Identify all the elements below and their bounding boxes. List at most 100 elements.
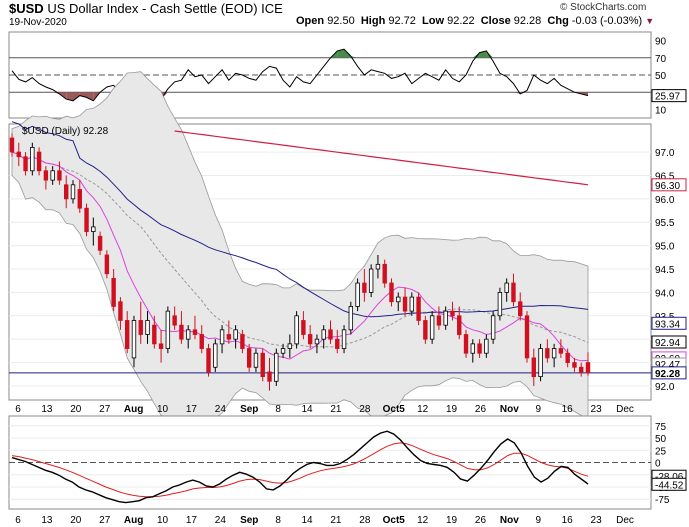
candle-body [565,352,570,363]
chart-date: 19-Nov-2020 [9,17,67,28]
price-y-tick: 92.0 [655,382,675,393]
low-label: Low [422,15,445,27]
candle-body [307,334,313,345]
candle-body [267,371,272,382]
high-label: High [360,15,386,27]
macd-y-tick: 25 [655,446,667,457]
x-tick-label: 23 [591,404,603,415]
exchange: ICE [261,1,283,16]
candle-body [457,315,462,335]
candle-body [97,235,103,251]
candle-body [470,343,475,354]
candle-body [213,343,218,368]
candle-body [138,320,143,335]
symbol-line: $USD US Dollar Index - Cash Settle (EOD)… [9,1,283,16]
candle-body [280,348,286,354]
open-label: Open [296,15,325,27]
x-tick-label: Sep [240,515,258,526]
x-tick-label: Aug [124,515,143,526]
rsi-y-tick: 70 [655,54,667,65]
candle-body [30,146,35,172]
rsi-value-box [651,89,687,103]
rsi-overbought-fill [472,52,480,58]
price-value-label: 92.47 [655,360,680,371]
candle-body [165,310,171,349]
x-tick-label: Aug [124,404,143,415]
x-tick-label: Dec [616,515,634,526]
chart-header: $USD US Dollar Index - Cash Settle (EOD)… [0,0,689,30]
candle-body [524,315,530,359]
x-tick-label: 26 [475,404,487,415]
x-tick-label: 27 [99,404,111,415]
candle-body [518,301,523,317]
rsi-oversold-fill [79,92,87,98]
x-tick-label: 14 [301,515,313,526]
candle-body [179,324,184,340]
candle-body [402,296,408,312]
price-value-box [651,366,687,380]
x-tick-label: 28 [359,515,371,526]
macd-value-label: -44.52 [655,480,684,491]
price-value-label: 92.94 [655,338,680,349]
candle-body [511,282,516,303]
candle-body [368,268,374,293]
chg-label: Chg [547,15,569,27]
price-y-tick: 95.5 [655,218,675,229]
chg-value: -0.03 (-0.03%) [571,15,643,27]
candle-body [226,334,232,340]
candle-body [382,263,387,284]
macd-value-box [651,477,687,491]
candle-body [585,362,591,374]
candle-body [152,324,157,345]
candle-body [484,338,489,354]
candle-body [538,348,543,378]
x-tick-label: 8 [275,404,281,415]
candle-body [145,320,150,335]
macd-y-tick: 50 [655,434,667,445]
x-tick-label: Nov [500,404,519,415]
candle-body [240,334,245,349]
x-tick-label: 23 [591,515,603,526]
candle-body [504,282,509,293]
rsi-line [11,48,589,103]
x-tick-label: 21 [330,515,342,526]
candle-body [64,184,69,200]
candle-body [158,343,164,349]
x-tick-label: 26 [475,515,487,526]
price-y-tick: 94.0 [655,288,675,299]
candle-body [36,151,42,172]
candle-body [375,263,381,270]
candle-body [199,334,204,349]
price-value-label: 93.34 [655,319,680,330]
price-y-tick: 96.5 [655,171,675,182]
x-tick-label: Oct5 [383,404,406,415]
candle-body [463,334,469,354]
candle-body [396,296,401,303]
candle-body [185,329,191,340]
price-x-axis: 6 13 20 27 Aug 10 17 24 Sep 8 14 21 28 Oct5 12 19 26 Nov 9… [15,404,634,415]
price-panel: 97.096.596.095.595.094.594.093.593.092.5… [8,71,687,426]
candle-body [531,357,536,378]
price-value-box [651,316,687,330]
x-tick-label: Oct5 [383,515,406,526]
candle-body [91,226,96,232]
x-tick-label: 24 [215,515,227,526]
x-tick-label: 9 [536,404,542,415]
x-tick-label: 28 [359,404,371,415]
candle-body [125,320,130,349]
candle-body [43,170,49,181]
macd-y-tick: -75 [655,495,670,506]
x-tick-label: 12 [417,404,429,415]
rsi-overbought-fill [350,56,358,58]
candle-body [192,329,198,335]
candle-body [219,329,225,345]
price-y-tick: 95.0 [655,242,675,253]
candle-body [57,170,62,181]
x-tick-label: 17 [186,404,198,415]
down-arrow-icon: ▼ [645,16,655,26]
rsi-oversold-fill [66,92,73,101]
candle-body [416,296,421,321]
candle-body [423,320,428,340]
rsi-oversold-fill [73,92,80,101]
candle-body [172,315,177,326]
